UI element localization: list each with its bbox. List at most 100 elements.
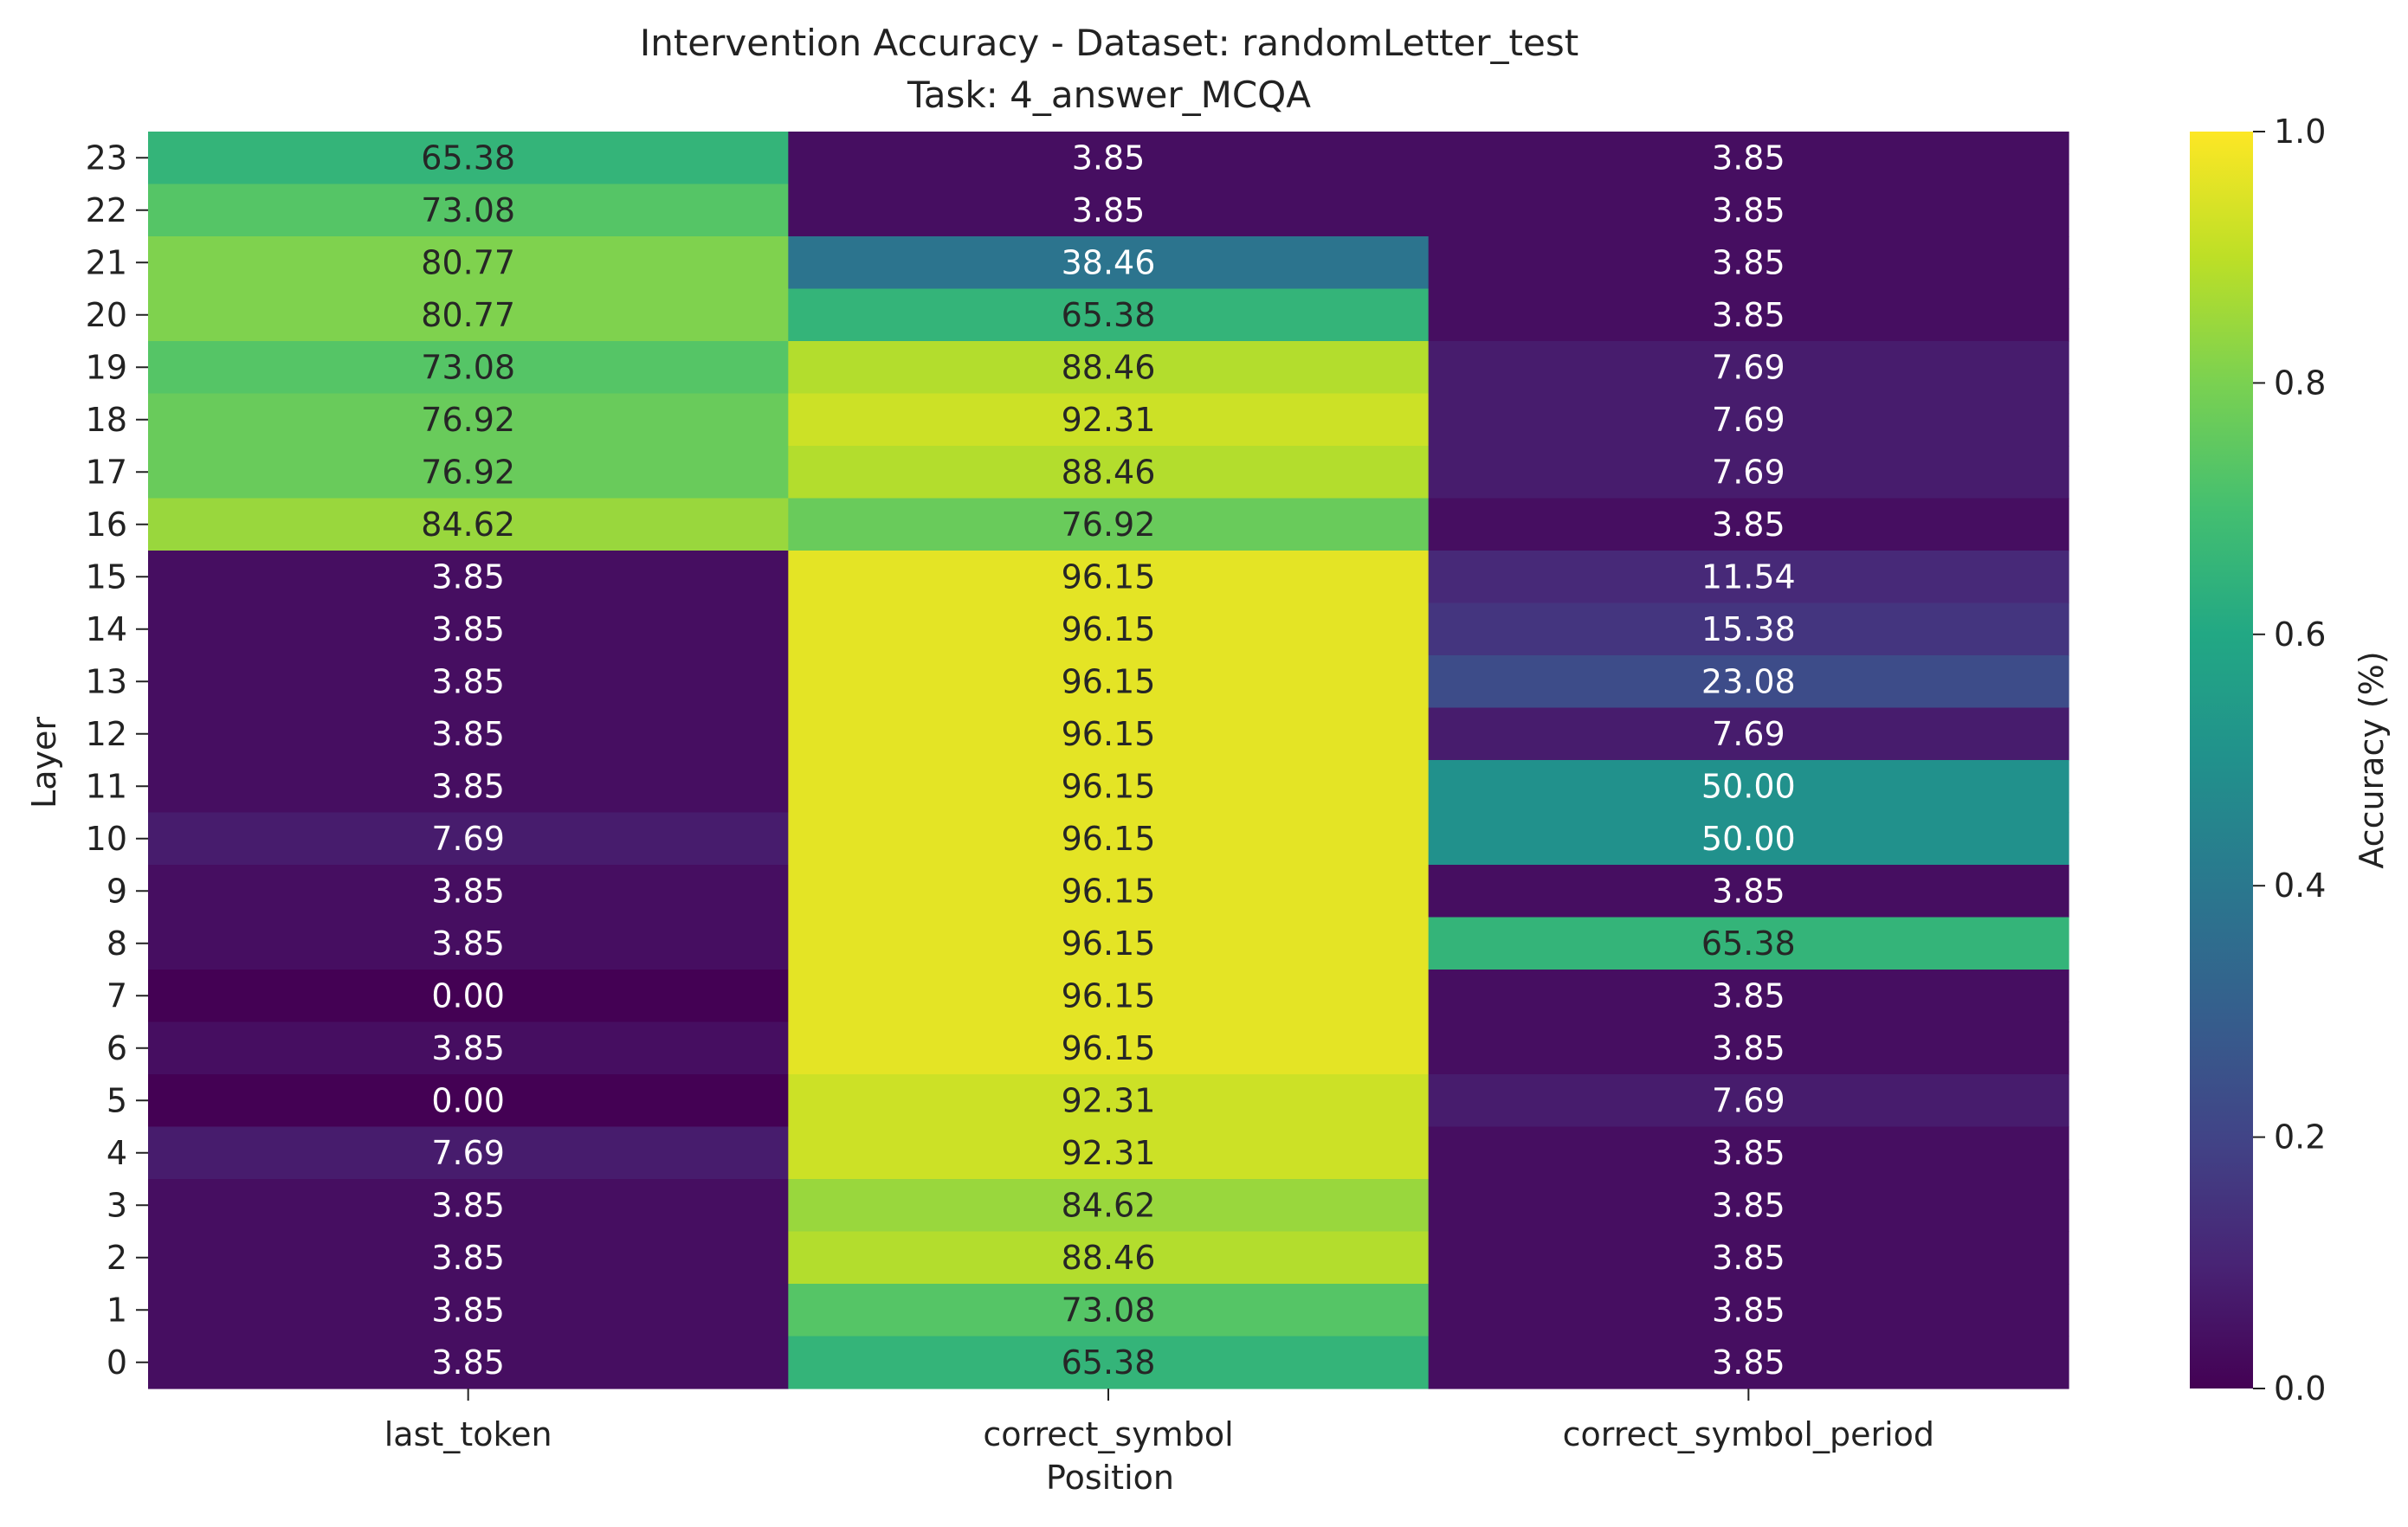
cell-value-label: 92.31 [1062,1134,1156,1172]
heatmap-cell [148,236,789,290]
y-tick-label: 15 [86,557,127,596]
cell-value-label: 3.85 [1072,191,1146,229]
cell-value-label: 96.15 [1062,715,1156,753]
y-tick-label: 17 [86,453,127,491]
y-axis-label: Layer [25,717,63,809]
heatmap-cell [788,236,1430,290]
heatmap-cell [1428,236,2069,290]
cell-value-label: 96.15 [1062,557,1156,596]
cell-value-label: 80.77 [421,296,515,334]
cell-value-label: 3.85 [431,1291,505,1329]
cell-value-label: 7.69 [1712,401,1785,439]
heatmap-cell [1428,1336,2069,1389]
heatmap-cell [788,760,1430,814]
heatmap-cell [788,132,1430,185]
cell-value-label: 92.31 [1062,1081,1156,1119]
cell-value-label: 7.69 [1712,715,1785,753]
heatmap-cell [148,393,789,447]
y-tick-label: 12 [86,715,127,753]
cell-value-label: 84.62 [1062,1186,1156,1224]
heatmap-cell [148,812,789,866]
colorbar-tick-label: 0.8 [2274,364,2326,402]
heatmap-cell [148,970,789,1023]
colorbar-tick-label: 0.2 [2274,1118,2326,1157]
colorbar-ticks: 0.0 0.2 0.4 0.6 0.8 1.0 [2253,113,2326,1408]
heatmap-cells: 65.38 3.85 3.85 73.08 3.85 3.85 80.77 38.46 3.85… [148,132,2069,1389]
heatmap-cell [1428,1126,2069,1180]
chart-subtitle: Task: 4_answer_MCQA [907,74,1311,116]
heatmap-cell [788,551,1430,604]
y-tick-label: 6 [107,1029,127,1067]
y-tick-label: 11 [86,767,127,805]
cell-value-label: 3.85 [431,662,505,700]
cell-value-label: 7.69 [431,1134,505,1172]
y-tick-label: 23 [86,139,127,177]
cell-value-label: 65.38 [421,139,515,177]
x-tick-label: last_token [384,1415,552,1453]
cell-value-label: 92.31 [1062,401,1156,439]
cell-value-label: 96.15 [1062,820,1156,858]
cell-value-label: 88.46 [1062,1239,1156,1277]
cell-value-label: 3.85 [1712,1343,1785,1382]
y-tick-label: 22 [86,191,127,229]
heatmap-cell [788,655,1430,709]
y-tick-label: 2 [107,1239,127,1277]
x-tick-label: correct_symbol [983,1415,1233,1453]
y-tick-label: 1 [107,1291,127,1329]
y-tick-label: 18 [86,401,127,439]
cell-value-label: 3.85 [1712,1029,1785,1067]
cell-value-label: 96.15 [1062,767,1156,805]
heatmap-cell [148,707,789,761]
y-tick-label: 0 [107,1343,127,1382]
heatmap-cell [788,602,1430,656]
y-tick-label: 7 [107,976,127,1015]
heatmap-cell [1428,393,2069,447]
cell-value-label: 84.62 [421,506,515,544]
heatmap-cell [148,551,789,604]
heatmap-cell [148,1021,789,1075]
heatmap-cell [1428,707,2069,761]
cell-value-label: 3.85 [1712,296,1785,334]
heatmap-cell [148,760,789,814]
cell-value-label: 3.85 [1712,872,1785,910]
heatmap-cell [148,446,789,499]
heatmap-cell [148,184,789,237]
cell-value-label: 3.85 [431,1343,505,1382]
cell-value-label: 3.85 [431,610,505,648]
heatmap-cell [1428,865,2069,918]
heatmap-cell [1428,551,2069,604]
cell-value-label: 7.69 [1712,1081,1785,1119]
y-tick-label: 20 [86,296,127,334]
heatmap-cell [1428,184,2069,237]
heatmap-cell [148,602,789,656]
heatmap-cell [1428,288,2069,342]
heatmap-cell [788,1179,1430,1233]
heatmap-cell [788,970,1430,1023]
y-tick-label: 13 [86,662,127,700]
heatmap-cell [1428,1021,2069,1075]
heatmap-cell [788,1284,1430,1337]
heatmap-cell [788,707,1430,761]
heatmap-cell [1428,341,2069,395]
y-tick-label: 3 [107,1186,127,1224]
cell-value-label: 0.00 [431,1081,505,1119]
cell-value-label: 3.85 [431,1186,505,1224]
cell-value-label: 96.15 [1062,1029,1156,1067]
heatmap-cell [788,1231,1430,1285]
heatmap-cell [148,1336,789,1389]
colorbar-label: Accuracy (%) [2353,651,2391,868]
cell-value-label: 96.15 [1062,662,1156,700]
colorbar-tick-label: 0.0 [2274,1369,2326,1408]
y-tick-label: 9 [107,872,127,910]
heatmap-cell [1428,1074,2069,1128]
cell-value-label: 88.46 [1062,348,1156,386]
cell-value-label: 3.85 [431,715,505,753]
cell-value-label: 0.00 [431,976,505,1015]
heatmap-cell [148,1074,789,1128]
colorbar-tick-label: 0.6 [2274,615,2326,654]
cell-value-label: 38.46 [1062,243,1156,281]
heatmap-cell [1428,1284,2069,1337]
heatmap-cell [788,812,1430,866]
cell-value-label: 96.15 [1062,925,1156,963]
